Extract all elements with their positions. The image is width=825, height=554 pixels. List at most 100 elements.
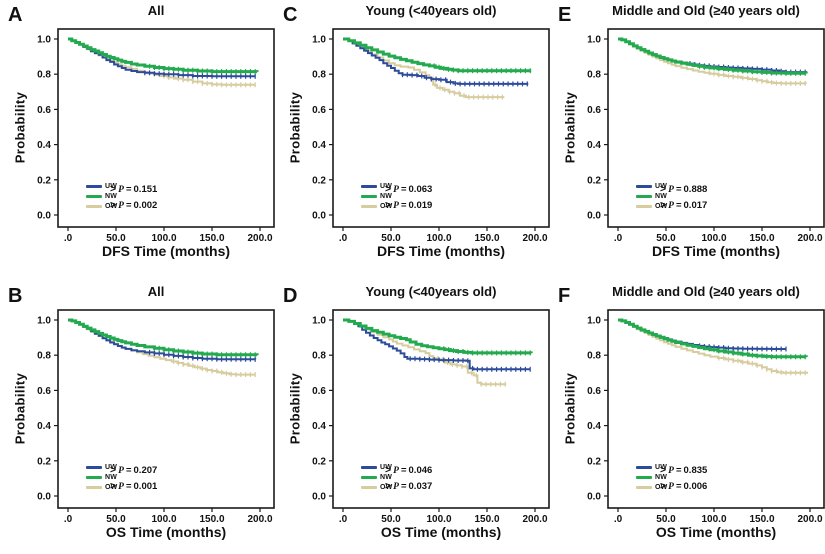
nw-censor-marks: [708, 346, 806, 360]
p-symbol: P: [393, 201, 399, 211]
uw-label: UW: [655, 182, 668, 190]
pvalue-uw-vs-nw: > P = 0.207: [110, 465, 157, 476]
nw-censor-marks: [149, 63, 256, 75]
x-axis-label: DFS Time (months): [651, 243, 781, 259]
km-panel: D Young (<40years old) 0.0 0.2 0.4 0.6 0.8 1.…: [275, 273, 550, 546]
y-axis-label: Probability: [562, 372, 578, 445]
y-tick-label: 1.0: [312, 35, 326, 46]
legend-item-nw: NW: [86, 472, 216, 482]
km-plot: 0.0 0.2 0.4 0.6 0.8 1.0 .0 50.0 100.0 150.0 200.0: [312, 28, 550, 244]
p-symbol: P: [118, 466, 124, 476]
legend-item-ow: OW: [86, 201, 216, 211]
x-tick-label: 150.0: [199, 233, 224, 244]
pvalue-text: 0.888: [683, 184, 708, 195]
p-symbol: P: [393, 482, 399, 492]
x-tick-label: 150.0: [199, 514, 224, 525]
uw-survival-curve: [343, 38, 529, 85]
panel-title: All: [147, 3, 165, 18]
y-tick-label: 0.6: [312, 386, 326, 397]
ow-censor-marks: [718, 355, 806, 376]
brace-gt-icon: >: [110, 464, 117, 476]
y-tick-label: 0.8: [312, 70, 326, 81]
y-tick-label: 0.6: [37, 105, 51, 116]
nw-survival-curve: [68, 318, 259, 357]
nw-censor-marks: [699, 63, 806, 76]
x-tick-label: 100.0: [701, 514, 726, 525]
ow-survival-curve: [68, 38, 256, 86]
nw-censor-marks: [153, 345, 256, 358]
plot-frame: [332, 28, 550, 228]
legend-item-uw: UW: [361, 181, 491, 191]
brace-gt-icon: >: [660, 183, 667, 195]
y-tick-label: 0.6: [587, 105, 601, 116]
uw-censor-marks: [409, 356, 531, 372]
legend-item-uw: UW: [86, 181, 216, 191]
legend-item-nw: NW: [361, 472, 491, 482]
y-axis-label: Probability: [12, 91, 28, 164]
uw-line-swatch: [636, 184, 652, 188]
pvalue-text: 0.001: [133, 481, 158, 492]
ow-line-swatch: [86, 204, 102, 208]
plot-frame: [57, 28, 275, 228]
equals-sign: =: [125, 200, 132, 211]
nw-line-swatch: [361, 194, 377, 198]
p-symbol: P: [668, 482, 674, 492]
x-tick-label: 200.0: [797, 233, 822, 244]
plot-frame: [332, 309, 550, 509]
uw-label: UW: [105, 463, 118, 471]
plot-frame: [607, 28, 825, 228]
y-axis-ticks: 0.0 0.2 0.4 0.6 0.8 1.0: [587, 35, 608, 222]
y-tick-label: 0.4: [37, 421, 51, 432]
ow-label: OW: [655, 483, 668, 491]
x-tick-label: 50.0: [381, 233, 401, 244]
plot-frame: [607, 309, 825, 509]
pvalue-nw-vs-ow: > P = 0.019: [385, 200, 432, 211]
legend-item-nw: NW: [636, 191, 766, 201]
x-tick-label: 200.0: [797, 514, 822, 525]
y-tick-label: 0.6: [587, 386, 601, 397]
x-tick-label: 200.0: [522, 514, 547, 525]
brace-gt-icon: >: [385, 183, 392, 195]
x-tick-label: 100.0: [426, 514, 451, 525]
x-tick-label: .0: [64, 233, 73, 244]
x-tick-label: 200.0: [522, 233, 547, 244]
y-tick-label: 0.4: [587, 140, 601, 151]
y-tick-label: 0.2: [37, 456, 51, 467]
ow-line-swatch: [361, 485, 377, 489]
y-tick-label: 0.8: [587, 70, 601, 81]
equals-sign: =: [675, 200, 682, 211]
panel-letter: A: [8, 4, 23, 26]
x-tick-label: 100.0: [151, 233, 176, 244]
pvalue-uw-vs-nw: > P = 0.151: [110, 184, 157, 195]
ow-censor-marks: [708, 70, 806, 86]
x-tick-label: .0: [614, 514, 623, 525]
uw-survival-curve: [618, 319, 786, 350]
uw-label: UW: [655, 463, 668, 471]
y-tick-label: 0.0: [312, 211, 326, 222]
pvalue-text: 0.017: [683, 200, 708, 211]
pvalue-text: 0.063: [408, 184, 433, 195]
x-tick-label: 50.0: [381, 514, 401, 525]
km-plot: 0.0 0.2 0.4 0.6 0.8 1.0 .0 50.0 100.0 150.0 200.0: [312, 309, 550, 525]
legend: UW NW OW > P = 0.888 > P = 0.017: [636, 181, 766, 213]
y-axis-ticks: 0.0 0.2 0.4 0.6 0.8 1.0: [312, 35, 333, 222]
x-tick-label: 150.0: [474, 233, 499, 244]
legend-item-ow: OW: [361, 201, 491, 211]
x-tick-label: .0: [339, 233, 348, 244]
y-tick-label: 0.8: [312, 351, 326, 362]
x-tick-label: 150.0: [749, 233, 774, 244]
y-tick-label: 1.0: [312, 316, 326, 327]
equals-sign: =: [400, 481, 407, 492]
uw-line-swatch: [86, 465, 102, 469]
p-symbol: P: [393, 466, 399, 476]
y-tick-label: 0.4: [312, 140, 326, 151]
legend-item-uw: UW: [636, 462, 766, 472]
nw-survival-curve: [618, 318, 808, 359]
panel-content: C Young (<40years old) 0.0 0.2 0.4 0.6 0.8 1.…: [275, 0, 550, 273]
km-panel: E Middle and Old (≥40 years old) 0.0 0.2 0…: [550, 0, 825, 273]
p-symbol: P: [668, 466, 674, 476]
uw-censor-marks: [401, 72, 528, 87]
pvalue-uw-vs-nw: > P = 0.063: [385, 184, 432, 195]
p-symbol: P: [118, 185, 124, 195]
y-tick-label: 1.0: [587, 35, 601, 46]
